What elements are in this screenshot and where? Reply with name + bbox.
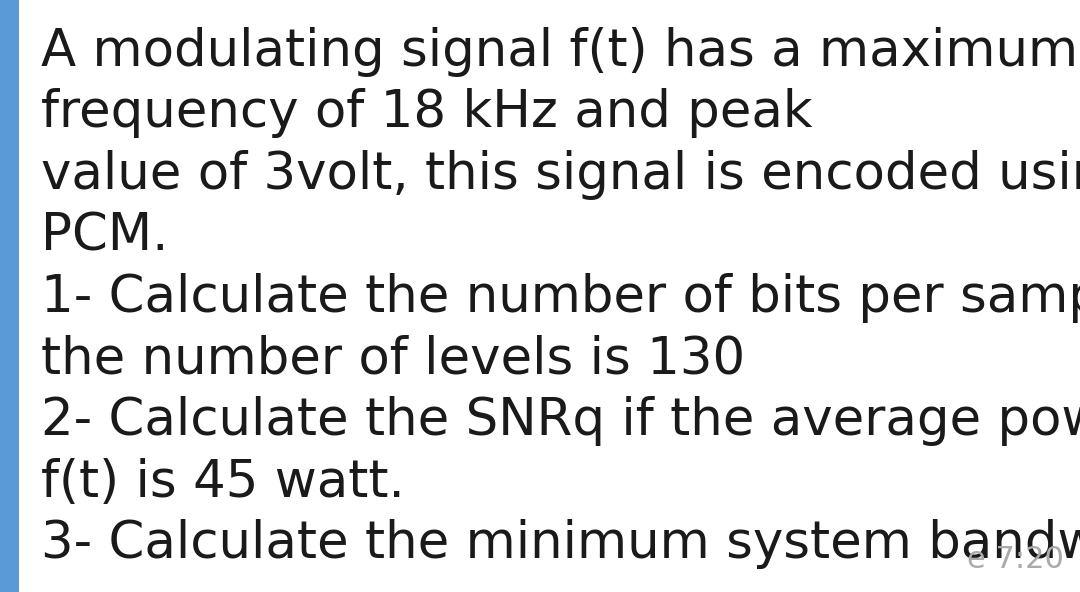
Bar xyxy=(0,0,19,592)
Text: f(t) is 45 watt.: f(t) is 45 watt. xyxy=(41,458,405,507)
Text: e 7:20: e 7:20 xyxy=(967,545,1064,574)
Text: 1- Calculate the number of bits per sample if: 1- Calculate the number of bits per samp… xyxy=(41,273,1080,323)
Text: PCM.: PCM. xyxy=(41,211,168,261)
Text: value of 3volt, this signal is encoded using: value of 3volt, this signal is encoded u… xyxy=(41,150,1080,200)
Text: frequency of 18 kHz and peak: frequency of 18 kHz and peak xyxy=(41,88,812,138)
Text: the number of levels is 130: the number of levels is 130 xyxy=(41,334,745,384)
Text: A modulating signal f(t) has a maximum: A modulating signal f(t) has a maximum xyxy=(41,27,1078,76)
Text: 3- Calculate the minimum system bandwidth.: 3- Calculate the minimum system bandwidt… xyxy=(41,519,1080,569)
Text: 2- Calculate the SNRq if the average power of: 2- Calculate the SNRq if the average pow… xyxy=(41,396,1080,446)
